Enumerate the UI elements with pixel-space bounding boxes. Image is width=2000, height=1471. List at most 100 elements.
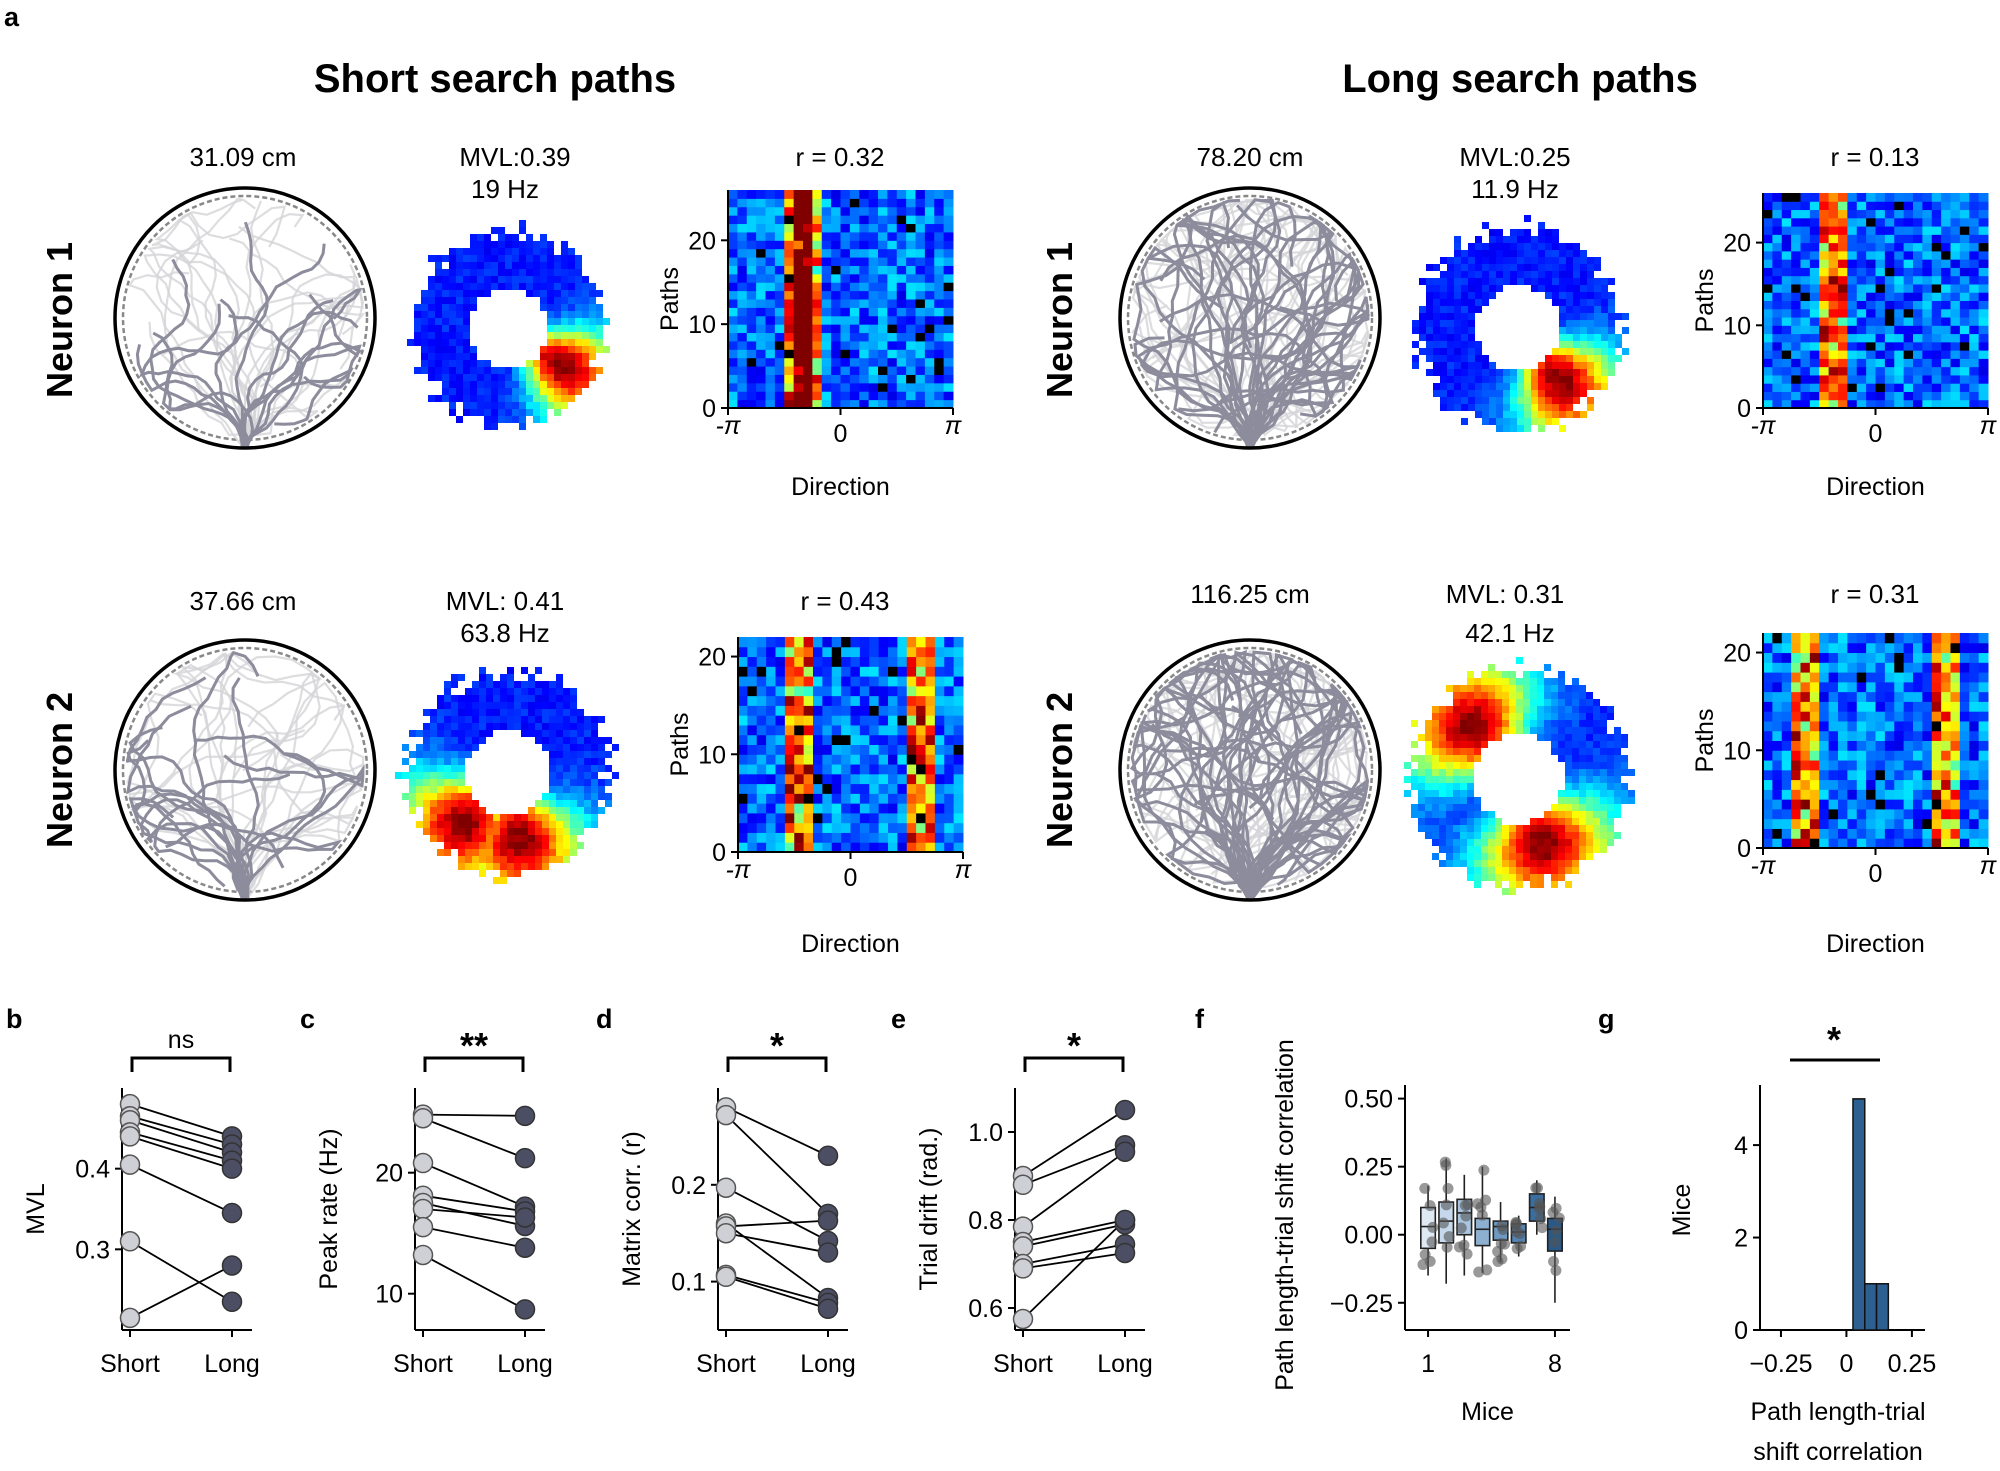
matrix-cell	[888, 812, 898, 824]
ratemap-bin	[1488, 720, 1495, 727]
matrix-cell	[1819, 242, 1830, 252]
matrix-cell	[756, 399, 766, 409]
matrix-cell	[1763, 730, 1773, 741]
ratemap-bin	[1460, 804, 1467, 811]
matrix-cell	[1866, 779, 1876, 790]
ratemap-bin	[479, 828, 486, 835]
ratemap-short-n1	[407, 220, 610, 430]
matrix-cell	[1959, 366, 1970, 376]
ratemap-bin	[582, 325, 589, 332]
matrix-cell	[774, 340, 785, 350]
ratemap-bin	[1516, 678, 1523, 685]
ratemap-bin	[1559, 355, 1566, 362]
matrix-cell	[1838, 308, 1848, 318]
ratemap-bin	[1621, 783, 1628, 790]
matrix-cell	[849, 299, 860, 308]
matrix-cell	[869, 695, 880, 706]
ratemap-bin	[463, 339, 470, 346]
matrix-cell	[794, 676, 805, 687]
ratemap-bin	[1439, 839, 1446, 846]
ratemap-bin	[1552, 250, 1559, 257]
ratemap-bin	[1503, 418, 1510, 425]
matrix-cell	[1838, 242, 1848, 252]
ratemap-bin	[1601, 334, 1608, 341]
ratemap-bin	[1621, 790, 1628, 797]
matrix-cell	[924, 391, 935, 401]
ratemap-bin	[1516, 846, 1523, 853]
ratemap-bin	[1594, 313, 1601, 320]
ratemap-bin	[1509, 671, 1516, 678]
matrix-cell	[1941, 642, 1951, 654]
matrix-cell	[1913, 818, 1923, 829]
matrix-cell	[1931, 818, 1942, 829]
ratemap-bin	[1580, 355, 1587, 362]
ratemap-bin	[591, 730, 598, 737]
matrix-cell	[756, 724, 767, 736]
ratemap-bin	[472, 828, 479, 835]
matrix-cell	[916, 803, 926, 814]
matrix-cell	[784, 832, 795, 843]
matrix-cell	[794, 783, 805, 794]
matrix-cell	[1800, 193, 1811, 202]
matrix-cell	[915, 391, 926, 401]
matrix-cell	[1922, 193, 1933, 202]
pair-line	[1022, 1243, 1126, 1265]
matrix-cell	[887, 349, 898, 359]
ratemap-bin	[1593, 706, 1600, 713]
ratemap-bin	[479, 856, 486, 863]
pair-line	[1022, 1144, 1126, 1186]
matrix-cell	[1978, 399, 1989, 409]
matrix-cell	[1969, 259, 1980, 268]
ratemap-bin	[507, 688, 514, 695]
ratemap-bin	[575, 353, 582, 360]
matrix-cell	[756, 248, 766, 258]
matrix-cell	[1847, 275, 1858, 285]
ratemap-bin	[451, 821, 458, 828]
ratemap-bin	[1468, 292, 1475, 299]
ratemap-bin	[442, 388, 449, 395]
rate-long-n2: 42.1 Hz	[1465, 618, 1555, 648]
matrix-cell	[1809, 711, 1820, 722]
matrix-cell	[1941, 358, 1951, 368]
ratemap-bin	[535, 849, 542, 856]
ratemap-bin	[465, 828, 472, 835]
matrix-cell	[1856, 283, 1867, 293]
ratemap-bin	[486, 828, 493, 835]
matrix-cell	[1950, 818, 1961, 829]
ratemap-bin	[428, 332, 435, 339]
matrix-cell	[831, 374, 841, 384]
ratemap-bin	[1447, 397, 1454, 404]
matrix-cell	[1781, 358, 1792, 368]
matrix-cell	[738, 744, 748, 755]
matrix-cell	[915, 349, 926, 359]
matrix-cell	[944, 666, 955, 677]
matrix-cell	[897, 715, 908, 726]
ratemap-bin	[435, 269, 442, 276]
matrix-cell	[813, 695, 823, 706]
ratemap-bin	[1614, 734, 1621, 741]
ratemap-bin	[554, 318, 561, 325]
ratemap-bin	[505, 241, 512, 248]
matrix-cell	[1800, 652, 1811, 663]
matrix-cell	[746, 248, 757, 258]
ratemap-bin	[1537, 727, 1544, 734]
matrix-cell	[738, 666, 748, 677]
ratemap-bin	[1558, 825, 1565, 832]
ratemap-bin	[535, 723, 542, 730]
matrix-cell	[925, 764, 936, 775]
matrix-cell	[812, 231, 823, 241]
matrix-cell	[1913, 740, 1923, 751]
matrix-xtick-label: 0	[1869, 420, 1883, 448]
matrix-cell	[887, 223, 898, 233]
ratemap-bin	[1558, 671, 1565, 678]
matrix-cell	[737, 273, 748, 283]
ratemap-bin	[1559, 250, 1566, 257]
ratemap-bin	[561, 276, 568, 283]
matrix-cell	[803, 374, 813, 384]
search-path-dark	[1235, 204, 1334, 447]
matrix-cell	[869, 744, 880, 755]
matrix-cell	[1772, 838, 1783, 849]
ratemap-bin	[547, 353, 554, 360]
ratemap-bin	[1468, 327, 1475, 334]
